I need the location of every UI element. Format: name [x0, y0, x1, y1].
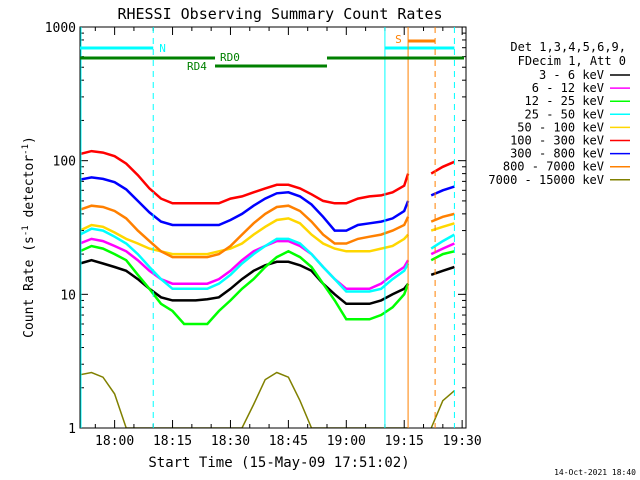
series-line: [80, 227, 410, 293]
legend-label: 6 - 12 keV: [532, 81, 604, 95]
x-tick-label: 19:00: [327, 434, 366, 449]
x-tick-label: 18:00: [95, 434, 134, 449]
legend: Det 1,3,4,5,6,9, FDecim 1, Att 0 3 - 6 k…: [488, 40, 630, 187]
legend-label: 100 - 300 keV: [510, 134, 604, 148]
series-line: [80, 149, 410, 205]
series-line: [430, 233, 456, 250]
y-axis-label: Count Rate (s-1 detector-1): [21, 136, 37, 338]
timestamp: 14-Oct-2021 18:40: [554, 468, 636, 477]
x-tick-label: 19:15: [385, 434, 424, 449]
x-tick-label: 18:15: [153, 434, 192, 449]
legend-label: 800 - 7000 keV: [503, 160, 604, 174]
series-line: [80, 244, 410, 326]
y-label-part: detector: [22, 155, 37, 226]
y-label-sup: -1: [21, 225, 31, 236]
series-line: [80, 258, 410, 306]
annotations: N S RD0 RD4: [80, 27, 464, 428]
plot-area: [80, 149, 456, 428]
y-label-part: ): [22, 136, 37, 144]
y-tick-label: 1: [68, 422, 76, 437]
series-line: [430, 390, 455, 428]
y-tick-label: 1000: [45, 21, 76, 36]
legend-header-2: FDecim 1, Att 0: [518, 54, 626, 68]
x-tick-label: 19:30: [443, 434, 482, 449]
night-label: N: [159, 42, 166, 55]
axes: 18:00 18:15 18:30 18:45 19:00 19:15 19:30 1 10 10…: [45, 21, 482, 449]
legend-label: 7000 - 15000 keV: [488, 173, 604, 187]
series-line: [80, 237, 410, 291]
y-tick-label: 10: [60, 288, 76, 303]
legend-label: 12 - 25 keV: [525, 94, 604, 108]
plot-frame: [79, 26, 467, 429]
y-label-part: Count Rate (s: [22, 236, 37, 338]
legend-label: 25 - 50 keV: [525, 107, 604, 121]
rd4-label: RD4: [187, 60, 207, 73]
series-line: [80, 217, 410, 256]
legend-label: 50 - 100 keV: [517, 120, 604, 134]
y-label-sup: -1: [21, 144, 31, 155]
chart-title: RHESSI Observing Summary Count Rates: [117, 5, 442, 23]
series-line: [80, 371, 409, 428]
x-axis-label: Start Time (15-May-09 17:51:02): [148, 455, 409, 471]
legend-header-1: Det 1,3,4,5,6,9,: [510, 40, 626, 54]
legend-label: 3 - 6 keV: [539, 68, 604, 82]
x-tick-label: 18:30: [211, 434, 250, 449]
x-tick-label: 18:45: [269, 434, 308, 449]
series-line: [80, 204, 410, 259]
rd0-label: RD0: [220, 51, 240, 64]
legend-label: 300 - 800 keV: [510, 147, 604, 161]
saa-label: S: [395, 33, 402, 46]
series-line: [80, 176, 410, 232]
y-tick-label: 100: [53, 155, 76, 170]
